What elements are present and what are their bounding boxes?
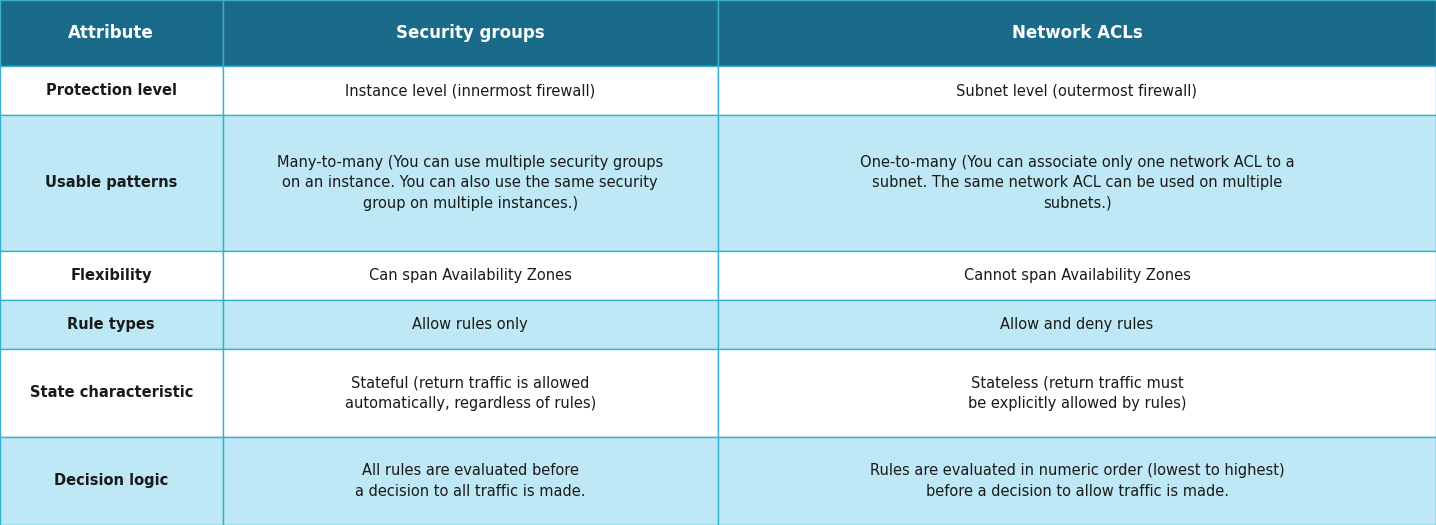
Text: Security groups: Security groups [396,24,544,42]
Bar [718,300,1436,349]
Bar [718,0,1436,66]
Text: Cannot span Availability Zones: Cannot span Availability Zones [964,268,1190,282]
Text: Usable patterns: Usable patterns [45,175,178,191]
Text: Instance level (innermost firewall): Instance level (innermost firewall) [345,83,596,98]
Bar [0,66,223,115]
Text: Can span Availability Zones: Can span Availability Zones [369,268,572,282]
Text: Subnet level (outermost firewall): Subnet level (outermost firewall) [956,83,1198,98]
Text: Network ACLs: Network ACLs [1011,24,1143,42]
Text: One-to-many (You can associate only one network ACL to a
subnet. The same networ: One-to-many (You can associate only one … [860,155,1294,211]
Bar [718,115,1436,250]
Bar [0,0,223,66]
Text: Protection level: Protection level [46,83,177,98]
Bar [223,437,718,525]
Text: Stateless (return traffic must
be explicitly allowed by rules): Stateless (return traffic must be explic… [968,375,1186,411]
Bar [718,437,1436,525]
Text: Flexibility: Flexibility [70,268,152,282]
Bar [223,300,718,349]
Text: Rules are evaluated in numeric order (lowest to highest)
before a decision to al: Rules are evaluated in numeric order (lo… [870,463,1284,499]
Bar [0,437,223,525]
Bar [0,250,223,300]
Text: Allow and deny rules: Allow and deny rules [1001,317,1153,332]
Bar [223,66,718,115]
Bar [223,115,718,250]
Text: Decision logic: Decision logic [55,474,168,488]
Bar [718,349,1436,437]
Bar [718,250,1436,300]
Bar [0,349,223,437]
Bar [718,66,1436,115]
Text: Rule types: Rule types [67,317,155,332]
Text: Stateful (return traffic is allowed
automatically, regardless of rules): Stateful (return traffic is allowed auto… [345,375,596,411]
Text: All rules are evaluated before
a decision to all traffic is made.: All rules are evaluated before a decisio… [355,463,586,499]
Text: Allow rules only: Allow rules only [412,317,528,332]
Text: Many-to-many (You can use multiple security groups
on an instance. You can also : Many-to-many (You can use multiple secur… [277,155,663,211]
Text: Attribute: Attribute [69,24,154,42]
Bar [223,349,718,437]
Bar [0,300,223,349]
Bar [0,115,223,250]
Bar [223,250,718,300]
Text: State characteristic: State characteristic [30,385,192,400]
Bar [223,0,718,66]
